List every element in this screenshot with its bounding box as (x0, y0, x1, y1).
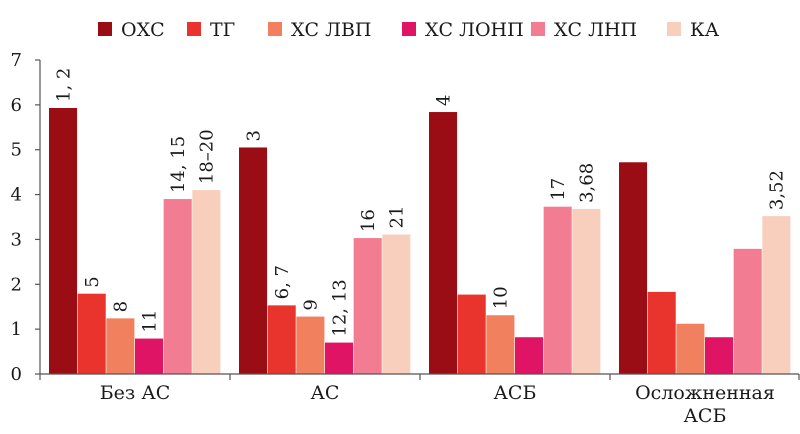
bar-label-2-0: 4 (433, 95, 454, 106)
bar-label-0-3: 11 (139, 310, 160, 333)
bar-0-0 (49, 107, 78, 375)
bar-label-3-5: 3,52 (767, 170, 788, 210)
legend-swatch-4 (531, 22, 545, 36)
bar-label-0-1: 5 (82, 276, 103, 287)
bar-0-2 (106, 318, 135, 374)
bar-label-1-0: 3 (243, 130, 264, 141)
bar-1-5 (382, 234, 411, 374)
bar-2-3 (515, 337, 544, 374)
bar-label-2-4: 17 (548, 178, 569, 201)
bar-label-1-1: 6, 7 (272, 265, 293, 299)
y-tick-label-6: 6 (11, 95, 22, 116)
bar-1-3 (325, 342, 354, 374)
bar-3-2 (676, 323, 705, 374)
bar-0-1 (77, 293, 106, 374)
bar-label-0-0: 1, 2 (53, 68, 74, 102)
bar-1-0 (239, 147, 268, 374)
bar-label-0-4: 14, 15 (168, 136, 189, 193)
category-label-1: АС (311, 382, 340, 404)
bar-label-1-5: 21 (387, 206, 408, 229)
bar-1-1 (267, 305, 296, 374)
legend-swatch-3 (402, 22, 416, 36)
y-tick-label-7: 7 (11, 50, 22, 71)
bar-label-1-3: 12, 13 (329, 279, 350, 336)
legend-swatch-0 (98, 22, 112, 36)
bar-1-4 (353, 238, 382, 374)
bar-label-0-2: 8 (111, 301, 132, 312)
y-axis: 0 1 2 3 4 5 6 7 (11, 50, 41, 385)
legend-swatch-1 (187, 22, 201, 36)
y-tick-label-1: 1 (11, 319, 22, 340)
legend-swatch-5 (667, 22, 681, 36)
category-label-0: Без АС (100, 382, 171, 404)
y-tick-label-5: 5 (11, 140, 22, 161)
bar-0-5 (192, 190, 221, 374)
bar-1-2 (296, 316, 325, 374)
bar-label-2-5: 3,68 (577, 163, 598, 203)
category-label-3: Осложненная АСБ (635, 382, 775, 427)
legend-label-1: ТГ (210, 19, 235, 41)
x-axis: Без АС АС АСБ Осложненная АСБ (39, 373, 800, 427)
bar-2-4 (543, 206, 572, 374)
bar-label-1-2: 9 (301, 299, 322, 310)
bar-3-0 (619, 162, 648, 374)
bar-2-0 (429, 112, 458, 374)
bar-label-2-2: 10 (491, 286, 512, 309)
bar-3-1 (647, 291, 676, 374)
legend-label-2: ХС ЛВП (291, 19, 372, 41)
bar-2-5 (572, 208, 601, 374)
legend-label-4: ХС ЛНП (554, 19, 637, 41)
y-tick-label-4: 4 (11, 185, 22, 206)
legend-swatch-2 (268, 22, 282, 36)
y-tick-label-0: 0 (11, 364, 22, 385)
bar-0-3 (135, 338, 164, 374)
legend: ОХС ТГ ХС ЛВП ХС ЛОНП ХС ЛНП КА (98, 19, 720, 41)
category-label-2: АСБ (494, 382, 537, 404)
bar-0-4 (163, 199, 192, 374)
bar-3-4 (733, 248, 762, 374)
legend-label-3: ХС ЛОНП (425, 19, 524, 41)
bar-2-1 (457, 294, 486, 374)
legend-label-0: ОХС (121, 19, 165, 41)
bars: 1, 2 5 8 11 14, 15 18–20 3 6, 7 9 12, 13 16 21 4 10 17… (49, 68, 791, 375)
y-tick-label-2: 2 (11, 274, 22, 295)
legend-label-5: КА (690, 19, 720, 41)
y-tick-label-3: 3 (11, 229, 22, 250)
bar-2-2 (486, 315, 515, 374)
bar-label-1-4: 16 (358, 209, 379, 232)
bar-3-3 (705, 337, 734, 374)
bar-3-5 (762, 216, 791, 374)
bar-label-0-5: 18–20 (197, 129, 218, 184)
